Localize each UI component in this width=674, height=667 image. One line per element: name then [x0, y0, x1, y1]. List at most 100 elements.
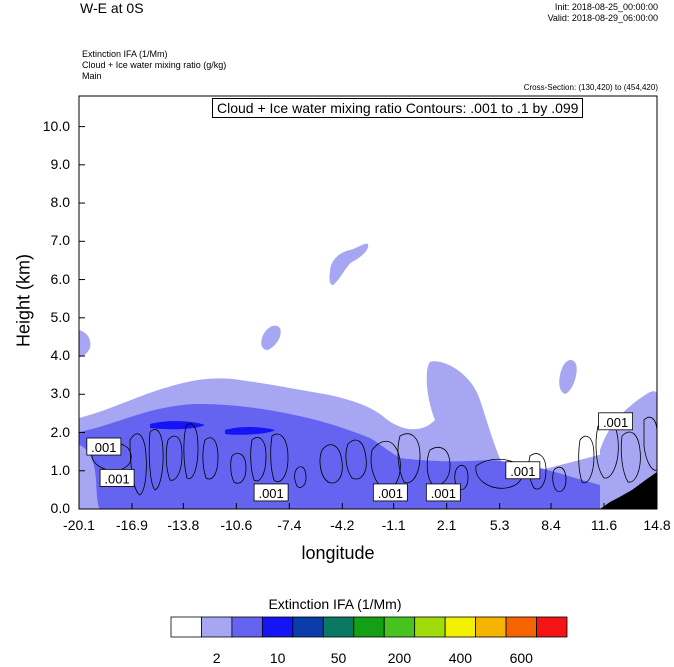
contour-label: .001 [425, 483, 461, 502]
variable-main: Main [82, 71, 102, 81]
colorbar-swatch [444, 616, 477, 638]
terrain [600, 472, 657, 509]
plot-frame [78, 95, 658, 510]
contour-line [475, 458, 523, 489]
contour-lines [91, 416, 657, 496]
x-tick-label: 14.8 [643, 517, 671, 533]
contour-line [370, 440, 401, 491]
extinction-blob-left [79, 330, 91, 357]
variable-info: Extinction IFA (1/Mm) Cloud + Ice water … [82, 49, 226, 82]
contour-line [426, 447, 451, 486]
colorbar-swatch [170, 616, 202, 638]
colorbar-swatch [505, 616, 537, 638]
extinction-field-light-right [600, 391, 657, 509]
colorbar-swatch [353, 616, 385, 638]
contour-line [552, 466, 567, 492]
contour-labels: .001 .001 .001 .001 .001 .001 .001 [86, 412, 633, 502]
colorbar-label: 400 [448, 650, 473, 666]
contour-label: .001 [99, 469, 135, 487]
colorbar-swatch [322, 616, 355, 638]
y-tick-label: 7.0 [50, 232, 70, 249]
contour-line [643, 416, 657, 471]
variable-contour: Cloud + Ice water mixing ratio (g/kg) [82, 60, 227, 70]
x-tick-label: -7.4 [277, 517, 302, 533]
colorbar [170, 616, 568, 638]
contour-label: .001 [86, 437, 122, 456]
x-axis-label: longitude [301, 543, 375, 563]
contour-label-text: .001 [431, 486, 456, 501]
contour-info-box: Cloud + Ice water mixing ratio Contours:… [212, 98, 584, 118]
colorbar-swatch [261, 616, 294, 638]
contour-label: .001 [372, 483, 408, 502]
y-tick-label: 4.0 [50, 347, 70, 364]
x-tick-label: -10.6 [220, 517, 253, 533]
y-tick-label: 1.0 [50, 461, 70, 478]
y-axis-label: Height (km) [13, 254, 34, 348]
colorbar-label: 200 [387, 650, 412, 666]
contour-label-text: .001 [104, 471, 129, 486]
x-tick-label: 8.4 [541, 517, 561, 533]
contour-line [165, 435, 183, 481]
contour-line [319, 444, 343, 484]
extinction-blob-right [559, 359, 577, 394]
init-time: Init: 2018-08-25_00:00:00 [554, 2, 658, 12]
colorbar-title: Extinction IFA (1/Mm) [268, 596, 402, 612]
y-tick-label: 0.0 [50, 500, 70, 516]
colorbar-label: 2 [212, 650, 221, 666]
valid-time: Valid: 2018-08-29_06:00:00 [547, 13, 658, 23]
contour-label: .001 [598, 412, 633, 431]
colorbar-swatch [475, 616, 507, 638]
variable-shaded: Extinction IFA (1/Mm) [82, 49, 168, 59]
extinction-field-medium [79, 404, 600, 509]
x-tick-label: -1.1 [381, 517, 406, 533]
contour-line [202, 437, 219, 480]
colorbar-swatch [536, 616, 568, 638]
x-tick-label: -4.2 [330, 517, 355, 533]
x-tick-label: 5.3 [489, 517, 510, 533]
colorbar-swatch [292, 616, 324, 638]
contour-line [270, 433, 289, 483]
x-tick-label: -16.9 [116, 517, 148, 533]
contour-label: .001 [505, 461, 541, 480]
contour-line [183, 423, 199, 480]
colorbar-label: 50 [330, 650, 347, 666]
x-tick-label: -13.8 [167, 517, 200, 533]
contour-line [620, 431, 641, 483]
contour-label-text: .001 [91, 440, 116, 455]
extinction-field-strong [225, 427, 275, 435]
y-tick-label: 2.0 [50, 423, 70, 440]
contour-label-text: .001 [378, 486, 403, 501]
axis-ticks [78, 126, 658, 510]
contour-line [148, 429, 164, 491]
colorbar-label: 600 [509, 650, 533, 666]
extinction-blob-upper [329, 243, 369, 285]
time-info: Init: 2018-08-25_00:00:00 Valid: 2018-08… [548, 2, 658, 24]
contour-line [294, 466, 307, 488]
contour-label-text: .001 [510, 464, 535, 479]
colorbar-swatch [383, 616, 416, 638]
contour-label: .001 [253, 483, 289, 502]
contour-label-text: .001 [258, 486, 283, 501]
extinction-field-strong-2 [150, 421, 205, 430]
contour-line [578, 435, 595, 484]
colorbar-swatch [201, 616, 233, 638]
y-tick-label: 8.0 [50, 194, 70, 211]
colorbar-swatch [414, 616, 446, 638]
contour-line [250, 437, 267, 482]
y-tick-label: 10.0 [42, 117, 70, 134]
cross-section-info: Cross-Section: (130,420) to (454,420) [523, 83, 658, 92]
extinction-field-left-pale [79, 445, 100, 509]
x-tick-label: 2.1 [436, 517, 457, 533]
colorbar-swatch [231, 616, 263, 638]
contour-line [345, 439, 367, 480]
contour-line [230, 452, 247, 484]
x-tick-label: -20.1 [63, 517, 95, 533]
y-tick-label: 6.0 [50, 270, 70, 287]
x-tick-label: 11.6 [590, 517, 618, 533]
y-tick-label: 3.0 [50, 385, 70, 402]
contour-line [454, 464, 469, 490]
plot-title: W-E at 0S [80, 0, 144, 16]
y-tick-label: 5.0 [50, 308, 70, 325]
y-tick-label: 9.0 [50, 155, 70, 172]
